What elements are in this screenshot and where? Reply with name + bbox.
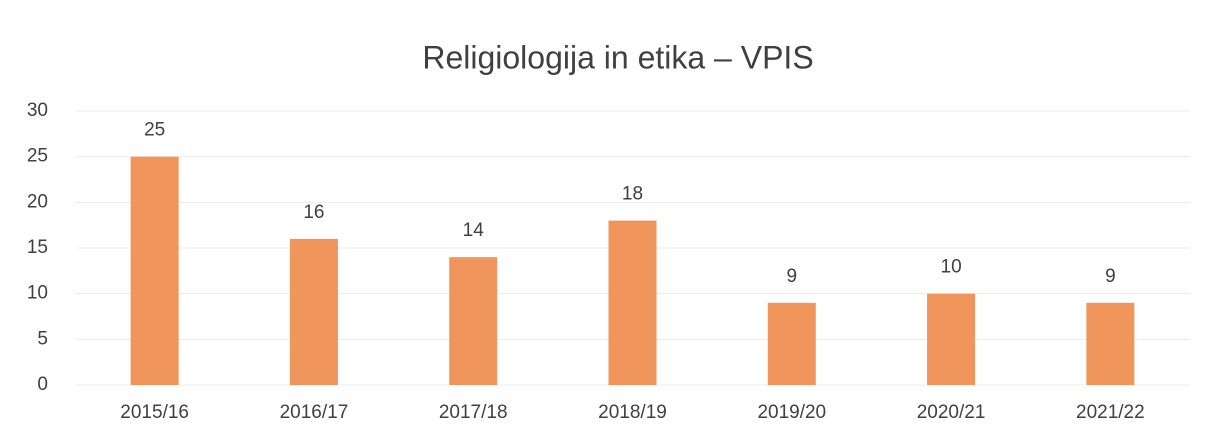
x-tick-label: 2019/20 bbox=[757, 402, 826, 423]
x-tick-label: 2021/22 bbox=[1076, 402, 1145, 423]
y-tick-label: 30 bbox=[27, 100, 48, 121]
y-tick-label: 25 bbox=[27, 146, 48, 167]
y-tick-label: 5 bbox=[37, 328, 48, 349]
data-label: 25 bbox=[144, 120, 165, 141]
data-label: 18 bbox=[622, 184, 643, 205]
y-tick-label: 20 bbox=[27, 191, 48, 212]
bar bbox=[449, 257, 498, 385]
bar bbox=[927, 293, 976, 385]
x-tick-label: 2016/17 bbox=[280, 402, 349, 423]
y-tick-label: 0 bbox=[37, 374, 48, 395]
x-tick-label: 2017/18 bbox=[439, 402, 508, 423]
data-label: 9 bbox=[1105, 266, 1116, 287]
bar bbox=[767, 302, 816, 385]
y-tick-label: 15 bbox=[27, 237, 48, 258]
bar bbox=[130, 156, 179, 385]
bar bbox=[1086, 302, 1135, 385]
bar bbox=[608, 220, 657, 385]
data-label: 9 bbox=[786, 266, 797, 287]
x-tick-label: 2020/21 bbox=[917, 402, 986, 423]
chart-title: Religiologija in etika – VPIS bbox=[422, 39, 813, 75]
y-tick-label: 10 bbox=[27, 283, 48, 304]
data-label: 10 bbox=[941, 257, 962, 278]
data-label: 16 bbox=[303, 202, 324, 223]
data-label: 14 bbox=[463, 220, 485, 241]
bar bbox=[289, 238, 338, 385]
x-tick-label: 2015/16 bbox=[120, 402, 189, 423]
x-tick-label: 2018/19 bbox=[598, 402, 667, 423]
